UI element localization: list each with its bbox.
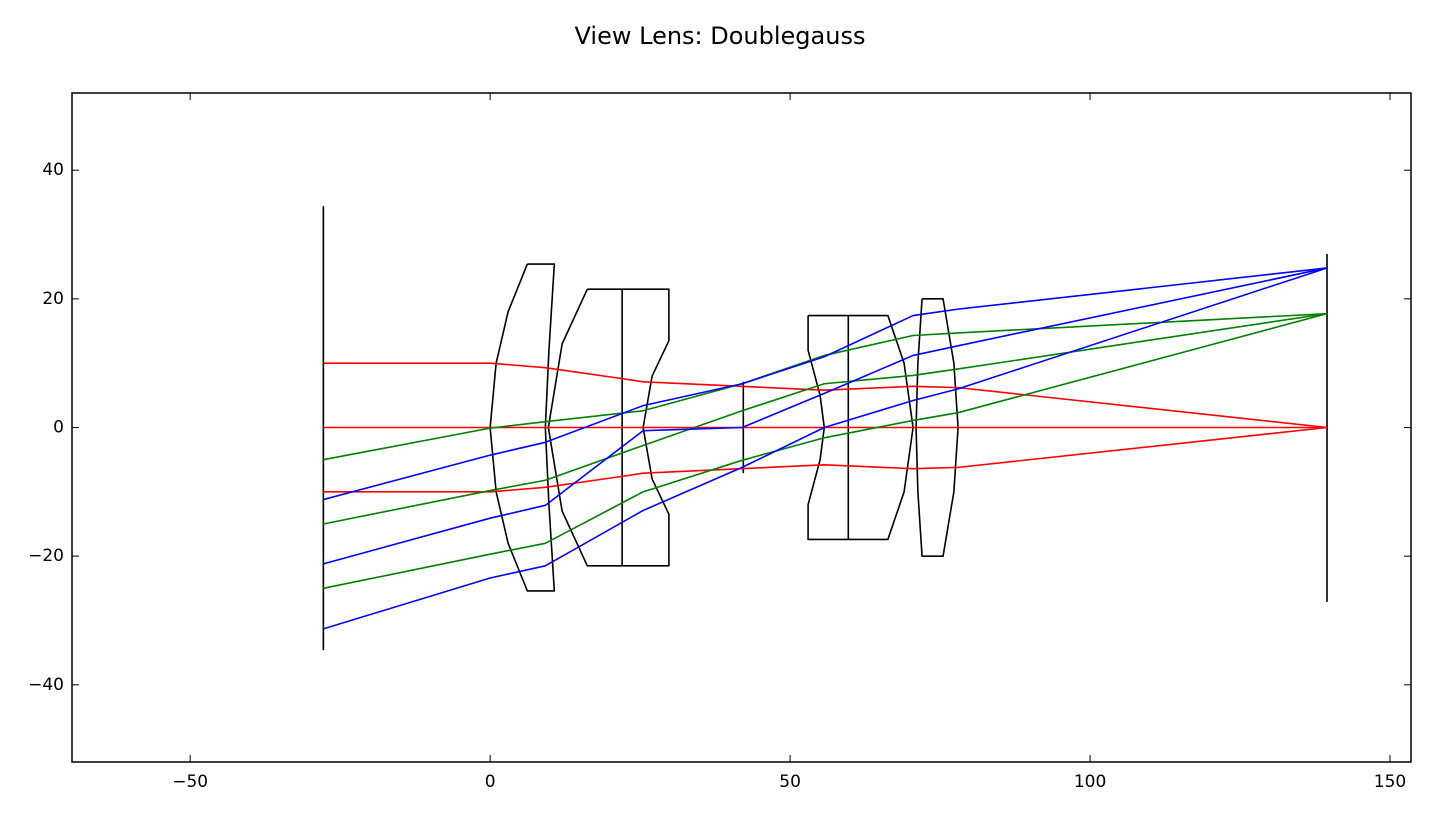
y-tick-label: 0 — [53, 418, 64, 438]
x-tick-label: 50 — [779, 772, 801, 792]
y-tick-label: 40 — [42, 160, 64, 180]
y-tick-label: −40 — [28, 675, 64, 695]
line — [323, 426, 1328, 493]
line — [323, 267, 1328, 501]
line — [915, 298, 959, 557]
y-tick-label: 20 — [42, 289, 64, 309]
line — [323, 362, 1328, 429]
chart-title: View Lens: Doublegauss — [575, 22, 866, 50]
x-tick-label: 0 — [485, 772, 496, 792]
line — [323, 312, 1328, 590]
y-tick-label: −20 — [28, 546, 64, 566]
x-tick-label: 150 — [1374, 772, 1406, 792]
line — [323, 267, 1328, 630]
x-tick-label: 100 — [1074, 772, 1106, 792]
plot-frame — [71, 92, 1412, 763]
line — [323, 267, 1328, 565]
x-tick-label: −50 — [172, 772, 208, 792]
line — [323, 312, 1328, 525]
